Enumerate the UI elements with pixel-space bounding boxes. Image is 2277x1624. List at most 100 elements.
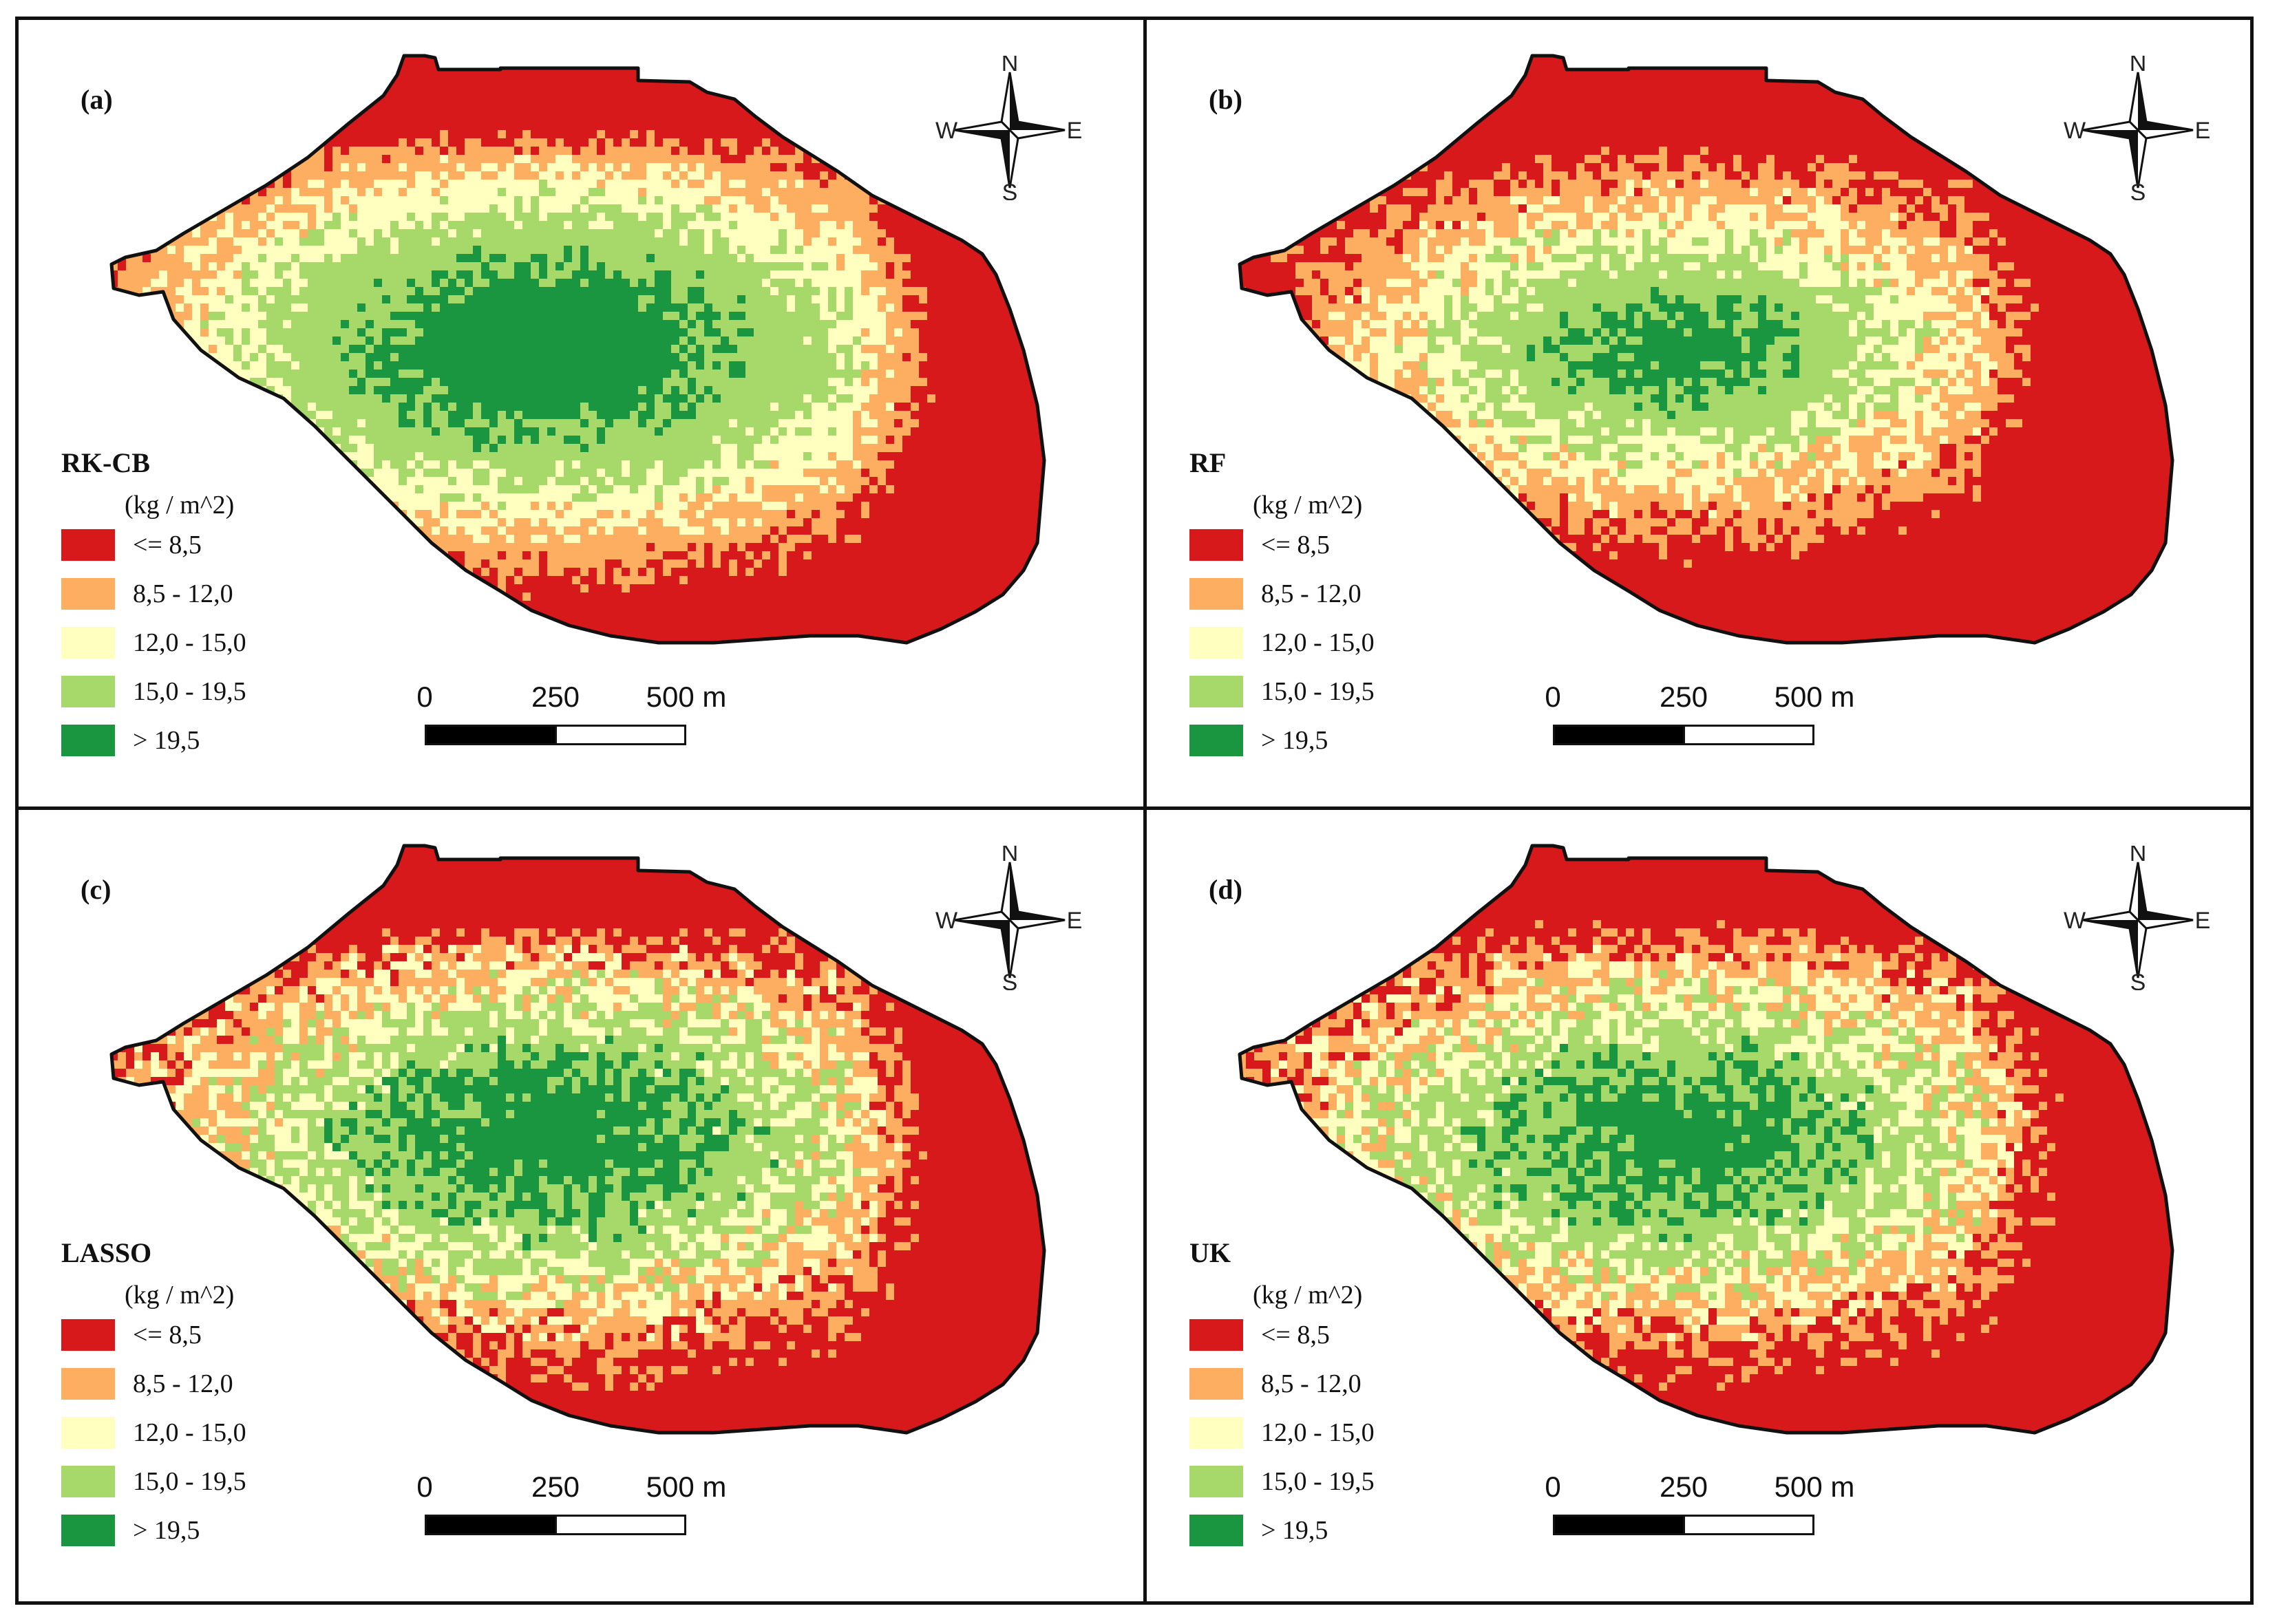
map-panel-d: (d) N S W E UK (kg / m^2) <= 8,5 8,5 - 12…	[1147, 810, 2266, 1594]
legend-label: 12,0 - 15,0	[1261, 628, 1375, 658]
map-legend: RF (kg / m^2) <= 8,5 8,5 - 12,0 12,0 - 15,…	[1189, 447, 1375, 765]
compass-north-label: N	[2130, 56, 2147, 76]
legend-entry: > 19,5	[61, 716, 246, 765]
legend-swatch	[61, 1367, 115, 1400]
scale-bar-white-segment	[1683, 725, 1814, 745]
compass-west-label: W	[2064, 118, 2086, 144]
legend-swatch	[1189, 724, 1243, 756]
compass-east-label: E	[1067, 118, 1083, 144]
north-arrow-icon: N S W E	[2062, 840, 2214, 996]
legend-title: LASSO	[61, 1237, 246, 1269]
legend-entries: <= 8,5 8,5 - 12,0 12,0 - 15,0 15,0 - 19,5 > …	[1189, 1310, 1375, 1554]
scale-tick-label: 0	[1545, 681, 1560, 714]
legend-swatch	[1189, 577, 1243, 610]
compass-south-label: S	[2130, 180, 2146, 200]
legend-entry: 12,0 - 15,0	[61, 1408, 246, 1457]
scale-tick-label: 0	[416, 681, 432, 714]
horizontal-divider	[19, 806, 2250, 810]
panel-letter: (c)	[81, 873, 111, 906]
legend-label: 15,0 - 19,5	[133, 1466, 246, 1497]
legend-entry: <= 8,5	[61, 520, 246, 569]
legend-swatch	[61, 1514, 115, 1546]
legend-label: > 19,5	[1261, 1515, 1328, 1546]
legend-swatch	[61, 1416, 115, 1449]
study-area-boundary	[109, 844, 1046, 1435]
legend-label: 8,5 - 12,0	[133, 579, 233, 609]
legend-entry: > 19,5	[1189, 716, 1375, 765]
legend-label: 8,5 - 12,0	[1261, 579, 1362, 609]
figure-frame: (a) N S W E RK-CB (kg / m^2) <= 8,5 8,5 -…	[15, 17, 2254, 1605]
legend-title: RK-CB	[61, 447, 246, 479]
legend-swatch	[61, 1318, 115, 1351]
legend-swatch	[1189, 1465, 1243, 1497]
compass-north-label: N	[2130, 846, 2147, 866]
compass-south-label: S	[1002, 180, 1018, 200]
scale-tick-label: 500 m	[1775, 1471, 1855, 1504]
legend-swatch	[1189, 1367, 1243, 1400]
legend-entry: 12,0 - 15,0	[61, 618, 246, 667]
vertical-divider	[1143, 20, 1147, 1601]
compass-north-label: N	[1002, 846, 1019, 866]
legend-entry: 15,0 - 19,5	[1189, 1457, 1375, 1506]
map-legend: LASSO (kg / m^2) <= 8,5 8,5 - 12,0 12,0 - …	[61, 1237, 246, 1554]
legend-swatch	[1189, 1416, 1243, 1449]
compass-west-label: W	[935, 908, 957, 934]
legend-entry: > 19,5	[1189, 1506, 1375, 1554]
legend-unit: (kg / m^2)	[1253, 490, 1375, 520]
scale-tick-label: 250	[531, 1471, 580, 1504]
legend-entry: 8,5 - 12,0	[61, 1359, 246, 1408]
legend-label: <= 8,5	[133, 530, 202, 560]
scale-tick-label: 250	[1660, 1471, 1708, 1504]
scale-bar-black-segment	[1553, 725, 1685, 745]
legend-swatch	[61, 626, 115, 659]
legend-label: <= 8,5	[133, 1320, 202, 1350]
legend-entry: > 19,5	[61, 1506, 246, 1554]
legend-label: 12,0 - 15,0	[133, 1418, 246, 1448]
compass-west-label: W	[935, 118, 957, 144]
scale-tick-label: 500 m	[1775, 681, 1855, 714]
scale-bar-black-segment	[425, 1515, 557, 1535]
scale-tick-label: 0	[416, 1471, 432, 1504]
compass-north-label: N	[1002, 56, 1019, 76]
panel-letter: (b)	[1209, 83, 1242, 116]
legend-entry: 15,0 - 19,5	[1189, 667, 1375, 716]
scale-tick-label: 0	[1545, 1471, 1560, 1504]
compass-south-label: S	[1002, 970, 1018, 990]
legend-entries: <= 8,5 8,5 - 12,0 12,0 - 15,0 15,0 - 19,5 > …	[61, 1310, 246, 1554]
compass-east-label: E	[2195, 908, 2211, 934]
scale-tick-label: 250	[531, 681, 580, 714]
legend-title: RF	[1189, 447, 1375, 479]
legend-label: 8,5 - 12,0	[133, 1369, 233, 1399]
legend-label: > 19,5	[133, 1515, 200, 1546]
map-panel-c: (c) N S W E LASSO (kg / m^2) <= 8,5 8,5 -…	[19, 810, 1138, 1594]
legend-entry: 12,0 - 15,0	[1189, 618, 1375, 667]
legend-label: > 19,5	[133, 725, 200, 756]
legend-entries: <= 8,5 8,5 - 12,0 12,0 - 15,0 15,0 - 19,5 > …	[1189, 520, 1375, 765]
legend-entry: 8,5 - 12,0	[61, 569, 246, 618]
legend-entries: <= 8,5 8,5 - 12,0 12,0 - 15,0 15,0 - 19,5 > …	[61, 520, 246, 765]
legend-unit: (kg / m^2)	[125, 1280, 246, 1310]
scale-bar-white-segment	[1683, 1515, 1814, 1535]
legend-title: UK	[1189, 1237, 1375, 1269]
scale-bar: 0 250 500 m	[411, 681, 726, 749]
legend-entry: 15,0 - 19,5	[61, 1457, 246, 1506]
panel-letter: (d)	[1209, 873, 1242, 906]
compass-south-label: S	[2130, 970, 2146, 990]
legend-entry: 8,5 - 12,0	[1189, 569, 1375, 618]
scale-bar-black-segment	[1553, 1515, 1685, 1535]
legend-unit: (kg / m^2)	[125, 490, 246, 520]
study-area-boundary	[1238, 54, 2174, 645]
legend-unit: (kg / m^2)	[1253, 1280, 1375, 1310]
map-panel-a: (a) N S W E RK-CB (kg / m^2) <= 8,5 8,5 -…	[19, 20, 1138, 804]
legend-label: 15,0 - 19,5	[1261, 1466, 1375, 1497]
legend-swatch	[61, 528, 115, 561]
scale-tick-label: 500 m	[646, 681, 727, 714]
scale-tick-label: 500 m	[646, 1471, 727, 1504]
map-legend: RK-CB (kg / m^2) <= 8,5 8,5 - 12,0 12,0 - …	[61, 447, 246, 765]
legend-entry: 15,0 - 19,5	[61, 667, 246, 716]
compass-east-label: E	[1067, 908, 1083, 934]
legend-label: > 19,5	[1261, 725, 1328, 756]
legend-swatch	[1189, 675, 1243, 707]
legend-entry: <= 8,5	[1189, 1310, 1375, 1359]
legend-label: 12,0 - 15,0	[133, 628, 246, 658]
